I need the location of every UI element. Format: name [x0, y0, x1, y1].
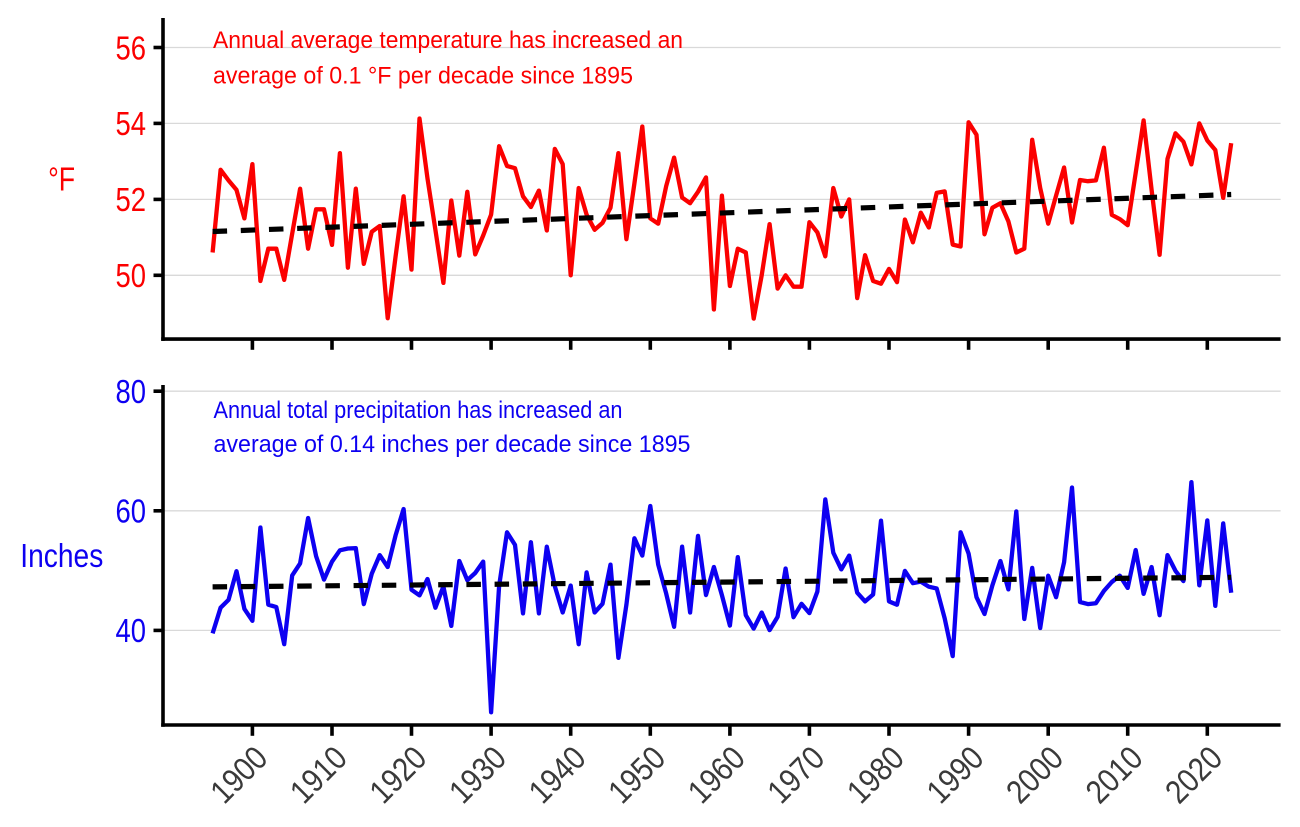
svg-text:60: 60: [116, 493, 147, 530]
svg-text:Annual average temperature has: Annual average temperature has increased…: [213, 27, 683, 54]
svg-text:Annual total precipitation has: Annual total precipitation has increased…: [214, 397, 623, 424]
svg-text:Inches: Inches: [20, 537, 103, 574]
svg-text:52: 52: [116, 181, 147, 218]
svg-text:54: 54: [116, 105, 147, 142]
svg-text:80: 80: [116, 373, 147, 410]
svg-text:°F: °F: [48, 160, 75, 197]
svg-text:50: 50: [116, 257, 147, 294]
svg-text:average of 0.1 °F per decade s: average of 0.1 °F per decade since 1895: [213, 63, 633, 90]
svg-text:40: 40: [116, 612, 147, 649]
svg-text:56: 56: [116, 29, 147, 66]
svg-text:average of 0.14 inches per dec: average of 0.14 inches per decade since …: [214, 431, 691, 458]
